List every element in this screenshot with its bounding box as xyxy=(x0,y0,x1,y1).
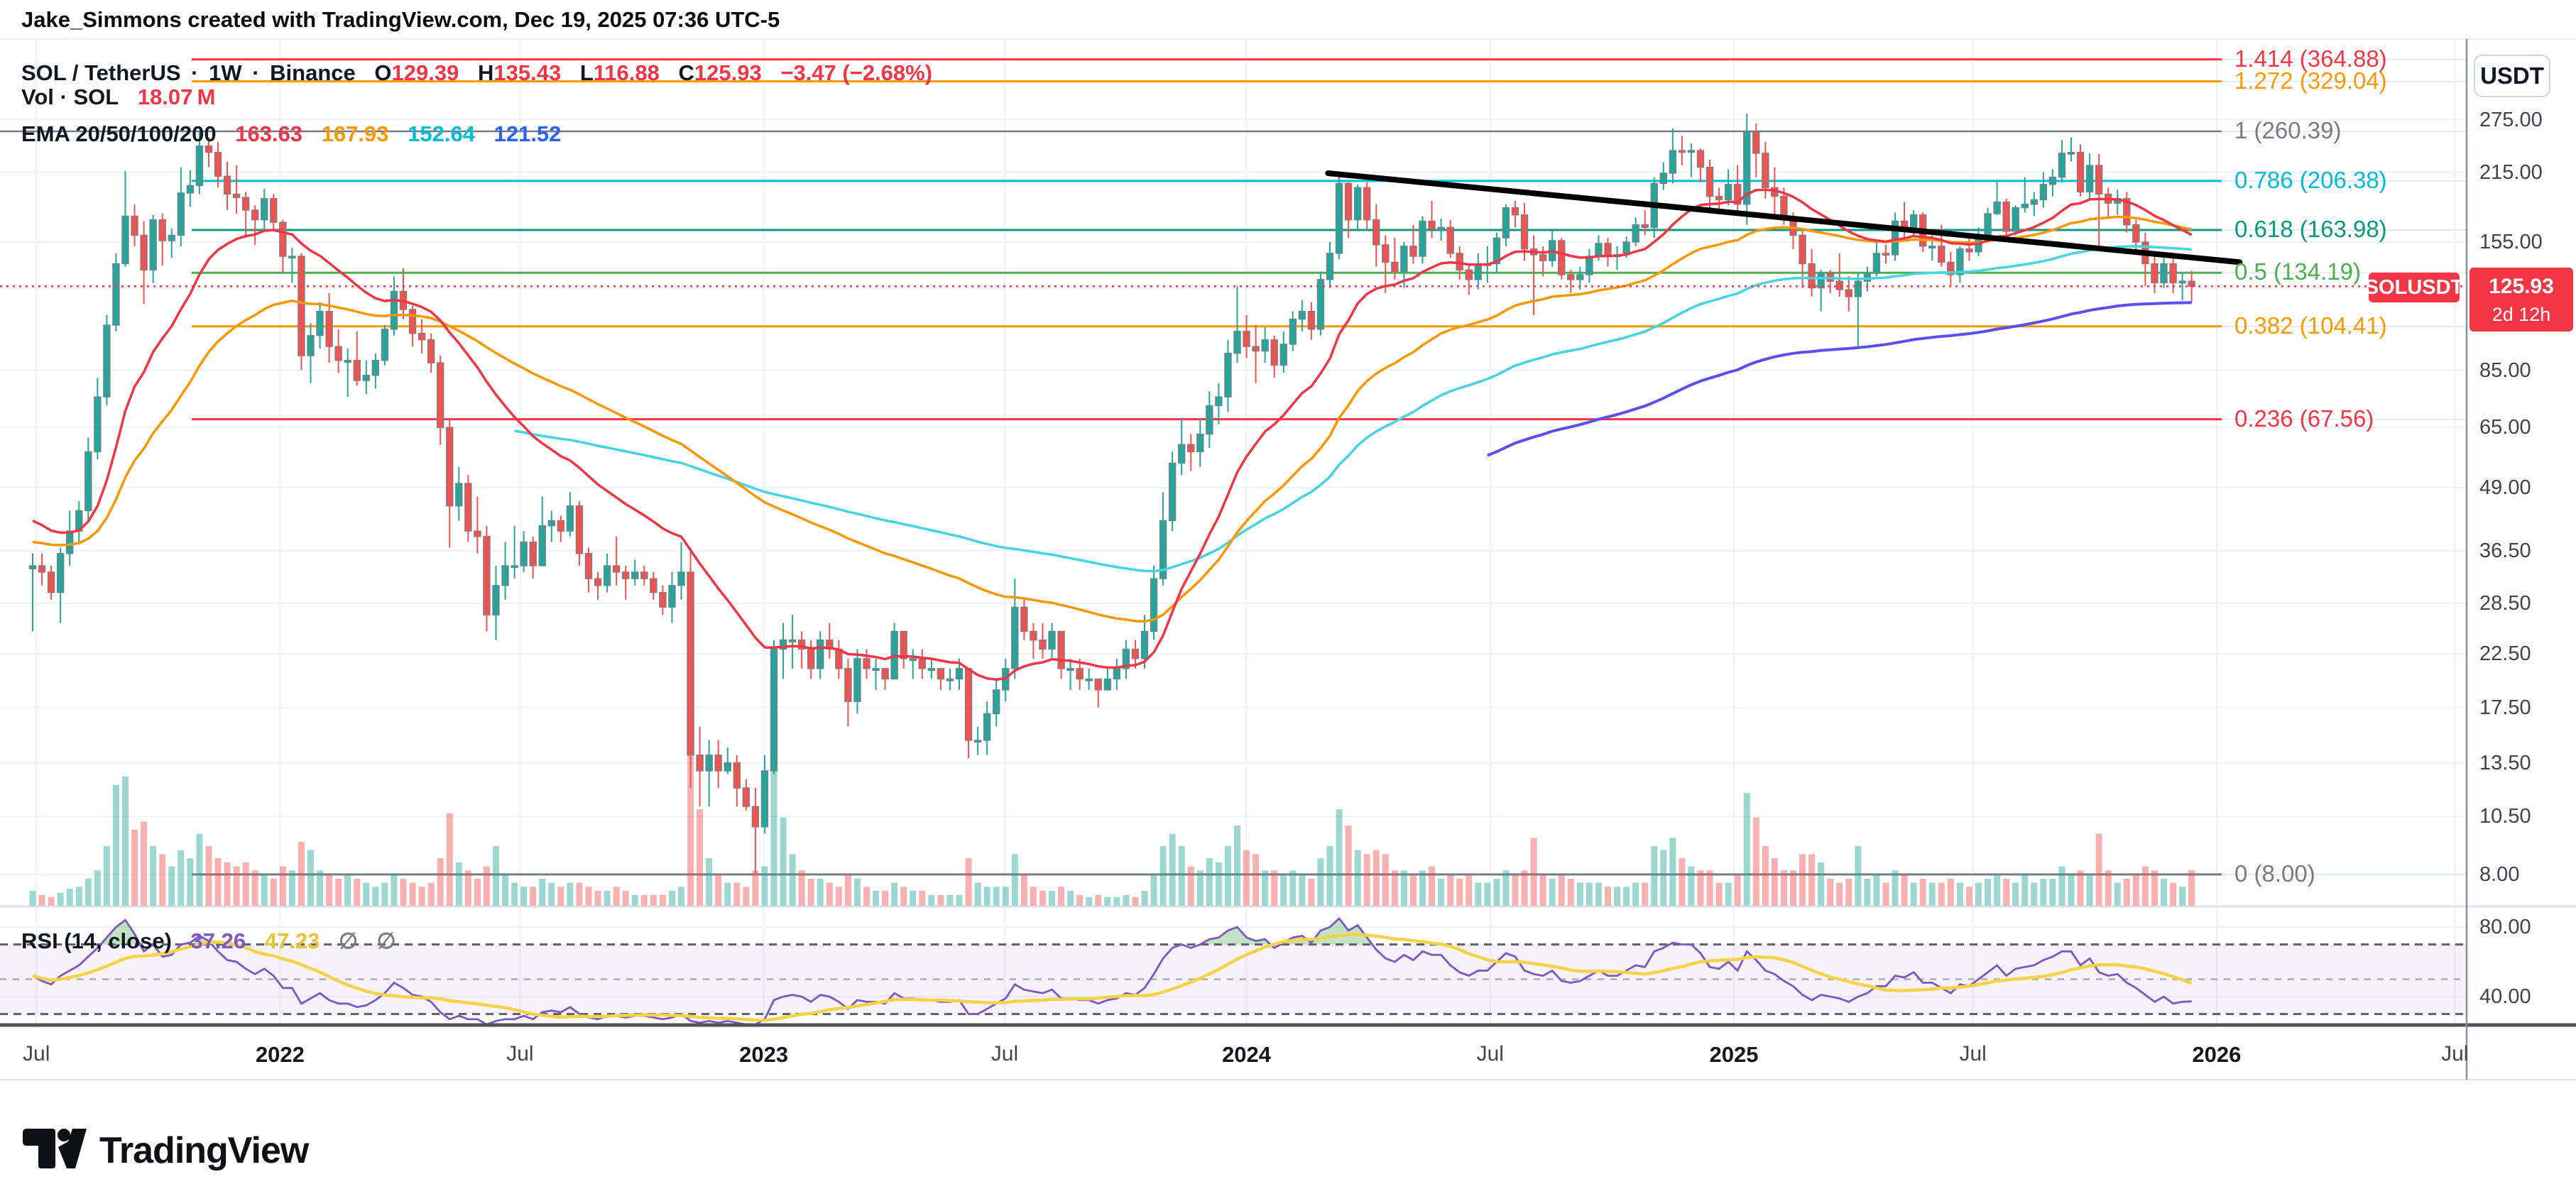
rsi-ma-value: 47.23 xyxy=(264,928,320,953)
high-value: 135.43 xyxy=(493,60,562,85)
attribution-text: Jake_Simmons created with TradingView.co… xyxy=(21,7,780,32)
price-tick-8.00: 8.00 xyxy=(2479,862,2520,886)
fib-label-1[interactable]: 1 (260.39) xyxy=(2234,117,2342,143)
price-line-symbol-tag[interactable]: SOLUSDT xyxy=(2365,273,2463,302)
exchange-label: Binance xyxy=(270,60,356,85)
ema100-value: 152.64 xyxy=(408,121,475,146)
rsi-empty-icon-2: ∅ xyxy=(376,928,396,953)
time-tick-3-2023: 2023 xyxy=(739,1042,789,1067)
price-tick-155.00: 155.00 xyxy=(2479,230,2543,253)
time-tick-5-2024: 2024 xyxy=(1222,1042,1272,1067)
close-value: 125.93 xyxy=(694,60,762,85)
tradingview-logo[interactable]: TradingView xyxy=(20,1127,309,1173)
low-label: L xyxy=(579,60,594,85)
price-tick-275.00: 275.00 xyxy=(2479,108,2543,131)
price-tick-36.50: 36.50 xyxy=(2479,539,2531,562)
volume-value: 18.07 M xyxy=(137,84,216,109)
tradingview-logo-text: TradingView xyxy=(99,1129,309,1171)
price-tick-28.50: 28.50 xyxy=(2479,592,2531,615)
volume-legend-row[interactable]: Vol · SOL 18.07 M xyxy=(21,84,215,110)
ema-legend-row[interactable]: EMA 20/50/100/200 163.63 167.93 152.64 1… xyxy=(21,121,561,147)
time-tick-10-Jul: Jul xyxy=(2441,1042,2469,1065)
symbol-legend-row[interactable]: SOL / TetherUS · 1W · Binance O129.39 H1… xyxy=(21,60,932,86)
fib-label-0.618[interactable]: 0.618 (163.98) xyxy=(2234,216,2387,243)
price-tick-13.50: 13.50 xyxy=(2479,751,2531,774)
tradingview-logo-icon xyxy=(20,1127,88,1173)
price-tick-17.50: 17.50 xyxy=(2479,696,2531,719)
rsi-empty-icon-1: ∅ xyxy=(338,928,358,953)
price-tick-22.50: 22.50 xyxy=(2479,642,2531,666)
rsi-legend-row[interactable]: RSI (14, close) 37.26 47.23 ∅ ∅ xyxy=(21,928,396,954)
rsi-tick-40.00: 40.00 xyxy=(2479,985,2531,1008)
time-tick-8-Jul: Jul xyxy=(1959,1042,1987,1065)
price-tick-49.00: 49.00 xyxy=(2479,476,2531,500)
time-tick-9-2026: 2026 xyxy=(2192,1042,2242,1067)
symbol-name: SOL / TetherUS xyxy=(21,60,181,85)
ema20-value: 163.63 xyxy=(235,121,303,146)
low-value: 116.88 xyxy=(593,60,660,85)
time-tick-7-2025: 2025 xyxy=(1709,1042,1759,1067)
ema-label: EMA 20/50/100/200 xyxy=(21,121,217,146)
legend-separator-1: · xyxy=(191,60,199,85)
price-tick-10.50: 10.50 xyxy=(2479,805,2531,828)
fib-label-0.786[interactable]: 0.786 (206.38) xyxy=(2234,166,2387,193)
time-tick-6-Jul: Jul xyxy=(1476,1042,1504,1065)
rsi-tick-80.00: 80.00 xyxy=(2479,916,2531,938)
fib-label-0.382[interactable]: 0.382 (104.41) xyxy=(2234,312,2387,339)
rsi-label: RSI (14, close) xyxy=(21,928,172,953)
last-price-value: 125.93 xyxy=(2489,275,2554,298)
time-tick-2-Jul: Jul xyxy=(506,1042,534,1065)
fib-label-0.236[interactable]: 0.236 (67.56) xyxy=(2234,405,2374,432)
price-tick-215.00: 215.00 xyxy=(2479,160,2543,184)
ema50-value: 167.93 xyxy=(321,121,389,146)
change-value: −3.47 (−2.68%) xyxy=(780,60,933,85)
ema200-value: 121.52 xyxy=(493,121,562,146)
time-tick-0-Jul: Jul xyxy=(23,1042,50,1065)
price-tick-85.00: 85.00 xyxy=(2479,358,2531,382)
close-label: C xyxy=(678,60,694,85)
time-tick-1-2022: 2022 xyxy=(255,1042,305,1067)
bar-countdown: 2d 12h xyxy=(2492,304,2551,325)
open-value: 129.39 xyxy=(391,60,459,85)
fib-label-1.272[interactable]: 1.272 (329.04) xyxy=(2234,67,2387,94)
price-tick-65.00: 65.00 xyxy=(2479,416,2531,439)
fib-label-0.5[interactable]: 0.5 (134.19) xyxy=(2234,258,2361,285)
fib-label-1.414[interactable]: 1.414 (364.88) xyxy=(2234,45,2387,72)
volume-label: Vol · SOL xyxy=(21,84,119,109)
high-label: H xyxy=(477,60,494,85)
currency-chip[interactable]: USDT xyxy=(2474,55,2550,97)
legend-separator-2: · xyxy=(252,60,260,85)
fib-label-0[interactable]: 0 (8.00) xyxy=(2234,860,2315,887)
open-label: O xyxy=(374,60,392,85)
timeframe-label: 1W xyxy=(209,60,242,85)
last-price-chip[interactable]: 125.93 2d 12h xyxy=(2469,268,2573,332)
time-tick-4-Jul: Jul xyxy=(990,1042,1019,1065)
rsi-value: 37.26 xyxy=(190,928,246,953)
